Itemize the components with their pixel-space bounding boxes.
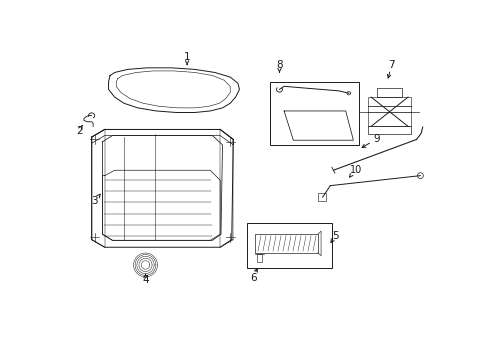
Bar: [257, 254, 261, 262]
Text: 3: 3: [91, 196, 98, 206]
Bar: [246, 223, 331, 268]
Text: 5: 5: [332, 231, 338, 241]
Text: 2: 2: [76, 126, 82, 136]
Bar: [254, 234, 317, 253]
Circle shape: [417, 173, 423, 179]
Text: 7: 7: [388, 60, 394, 70]
Text: 6: 6: [249, 273, 256, 283]
Bar: [317, 193, 325, 201]
Text: 9: 9: [372, 134, 379, 144]
Text: 8: 8: [276, 60, 282, 70]
Bar: [367, 126, 410, 134]
Text: 10: 10: [349, 165, 362, 175]
Bar: [270, 82, 358, 145]
Text: 1: 1: [183, 52, 190, 62]
Bar: [367, 97, 410, 126]
Text: 4: 4: [142, 275, 148, 285]
Bar: [377, 88, 401, 97]
